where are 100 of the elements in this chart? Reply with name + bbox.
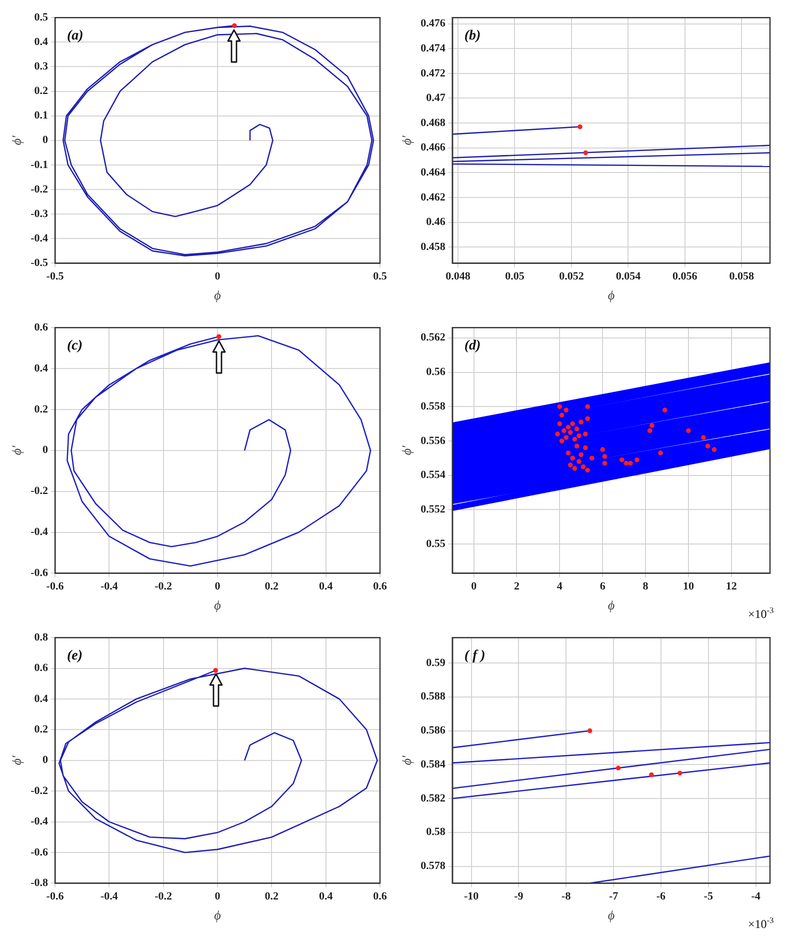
- x-tick-label: 10: [682, 580, 694, 593]
- x-tick-label: 0.2: [264, 890, 280, 903]
- x-tick-label: -0.2: [154, 890, 173, 903]
- x-tick-label: 0.5: [373, 270, 388, 283]
- y-tick-label: 0.6: [34, 662, 49, 674]
- y-tick-label: 0.55: [426, 538, 446, 550]
- y-tick-label: -0.2: [30, 183, 49, 196]
- x-tick-label: -4: [751, 890, 761, 903]
- x-tick-label: -0.2: [154, 580, 173, 593]
- x-tick-label: -7: [608, 890, 619, 903]
- y-tick-label: 0.5: [34, 11, 49, 24]
- x-tick-label: -8: [562, 890, 572, 903]
- y-axis-title: ϕ′: [399, 135, 414, 146]
- y-tick-label: -0.6: [30, 567, 49, 580]
- y-tick-label: 0.586: [420, 724, 446, 737]
- y-tick-label: 0.1: [34, 110, 48, 122]
- y-tick-label: 0: [42, 134, 49, 146]
- y-tick-label: 0.2: [34, 403, 49, 416]
- y-tick-label: 0.466: [420, 142, 446, 154]
- y-axis-title: ϕ′: [399, 755, 414, 766]
- y-tick-label: 0.558: [420, 400, 446, 412]
- x-axis-title: ϕ: [608, 908, 615, 923]
- x-tick-label: -5: [704, 890, 714, 903]
- y-tick-label: 0.56: [426, 366, 446, 378]
- y-axis-title: ϕ′: [9, 755, 24, 766]
- x-tick-label: 0.048: [446, 270, 471, 283]
- y-tick-label: 0.582: [420, 792, 446, 804]
- x-tick-label: 0.6: [373, 890, 388, 903]
- annotation: (d): [464, 338, 481, 354]
- annotation: (c): [67, 338, 83, 354]
- y-tick-label: 0.4: [34, 362, 49, 374]
- x-tick-label: 0.6: [373, 580, 388, 593]
- x-tick-label: 0.4: [318, 890, 334, 903]
- y-tick-label: 0.474: [420, 42, 446, 54]
- y-tick-label: 0.47: [426, 92, 446, 104]
- y-tick-label: 0.464: [420, 166, 446, 178]
- y-tick-label: -0.2: [30, 784, 49, 797]
- x-tick-label: -0.4: [100, 580, 118, 593]
- y-tick-label: -0.4: [30, 526, 49, 538]
- x-tick-label: 0: [471, 580, 478, 593]
- x-axis-title: ϕ: [608, 598, 615, 613]
- y-tick-label: 0.556: [420, 434, 446, 447]
- annotation: (b): [464, 28, 481, 44]
- x-tick-label: -6: [656, 890, 666, 903]
- x-tick-label: 0: [214, 890, 221, 903]
- y-tick-label: 0.4: [34, 36, 49, 48]
- y-tick-label: -0.6: [30, 846, 49, 858]
- y-tick-label: 0.58: [426, 826, 446, 838]
- x-tick-label: 6: [600, 580, 606, 593]
- y-axis-title: ϕ′: [399, 445, 414, 456]
- x-axis-title: ϕ: [214, 598, 222, 613]
- annotation: ( f ): [464, 648, 486, 664]
- x-axis-title: ϕ: [608, 288, 615, 303]
- y-axis-title: ϕ′: [9, 445, 24, 456]
- x-tick-label: -0.4: [100, 890, 118, 903]
- y-tick-label: 0.2: [34, 724, 49, 736]
- x-tick-label: 0.056: [672, 270, 698, 283]
- y-tick-label: 0.578: [420, 860, 446, 872]
- y-tick-label: 0.554: [420, 469, 446, 482]
- y-tick-label: 0: [42, 444, 49, 456]
- y-tick-label: 0.588: [420, 690, 446, 703]
- x-tick-label: 4: [556, 580, 563, 593]
- x-tick-label: 8: [642, 580, 649, 593]
- y-tick-label: -0.8: [30, 877, 49, 890]
- x-tick-label: 0.05: [505, 270, 525, 283]
- y-tick-label: -0.4: [30, 816, 49, 828]
- y-tick-label: 0.46: [426, 216, 446, 228]
- annotation: (a): [67, 28, 84, 44]
- annotation: (e): [67, 648, 83, 664]
- y-tick-label: -0.5: [30, 257, 49, 270]
- x-tick-label: 0.2: [264, 580, 280, 593]
- x-axis-title: ϕ: [214, 908, 222, 923]
- x-axis-title: ϕ: [214, 288, 222, 303]
- y-tick-label: 0: [42, 754, 49, 766]
- x-tick-label: 0: [214, 580, 221, 593]
- y-tick-label: 0.8: [34, 631, 49, 644]
- x-tick-label: 0.054: [616, 270, 642, 283]
- y-axis-title: ϕ′: [9, 135, 24, 146]
- y-tick-label: 0.562: [420, 332, 446, 344]
- x-tick-label: 0.058: [729, 270, 755, 283]
- y-tick-label: 0.468: [420, 116, 446, 129]
- y-tick-label: 0.462: [420, 191, 446, 204]
- y-tick-label: 0.476: [420, 18, 446, 30]
- y-tick-label: 0.6: [34, 321, 49, 334]
- y-tick-label: -0.4: [30, 232, 49, 244]
- y-tick-label: 0.458: [420, 240, 446, 253]
- y-tick-label: 0.3: [34, 60, 49, 73]
- y-tick-label: -0.1: [30, 158, 48, 171]
- x-tick-label: 12: [726, 580, 738, 593]
- x-tick-label: 0.4: [318, 580, 334, 593]
- x-tick-label: 2: [514, 580, 520, 593]
- x-tick-label: 0.052: [559, 270, 584, 283]
- x-tick-label: -9: [514, 890, 524, 903]
- x-tick-label: -10: [464, 890, 480, 903]
- y-tick-label: 0.59: [426, 656, 446, 669]
- y-tick-label: 0.552: [420, 503, 446, 516]
- y-tick-label: 0.2: [34, 85, 49, 98]
- y-tick-label: 0.4: [34, 692, 49, 705]
- y-tick-label: -0.2: [30, 485, 49, 498]
- y-tick-label: 0.472: [420, 67, 446, 80]
